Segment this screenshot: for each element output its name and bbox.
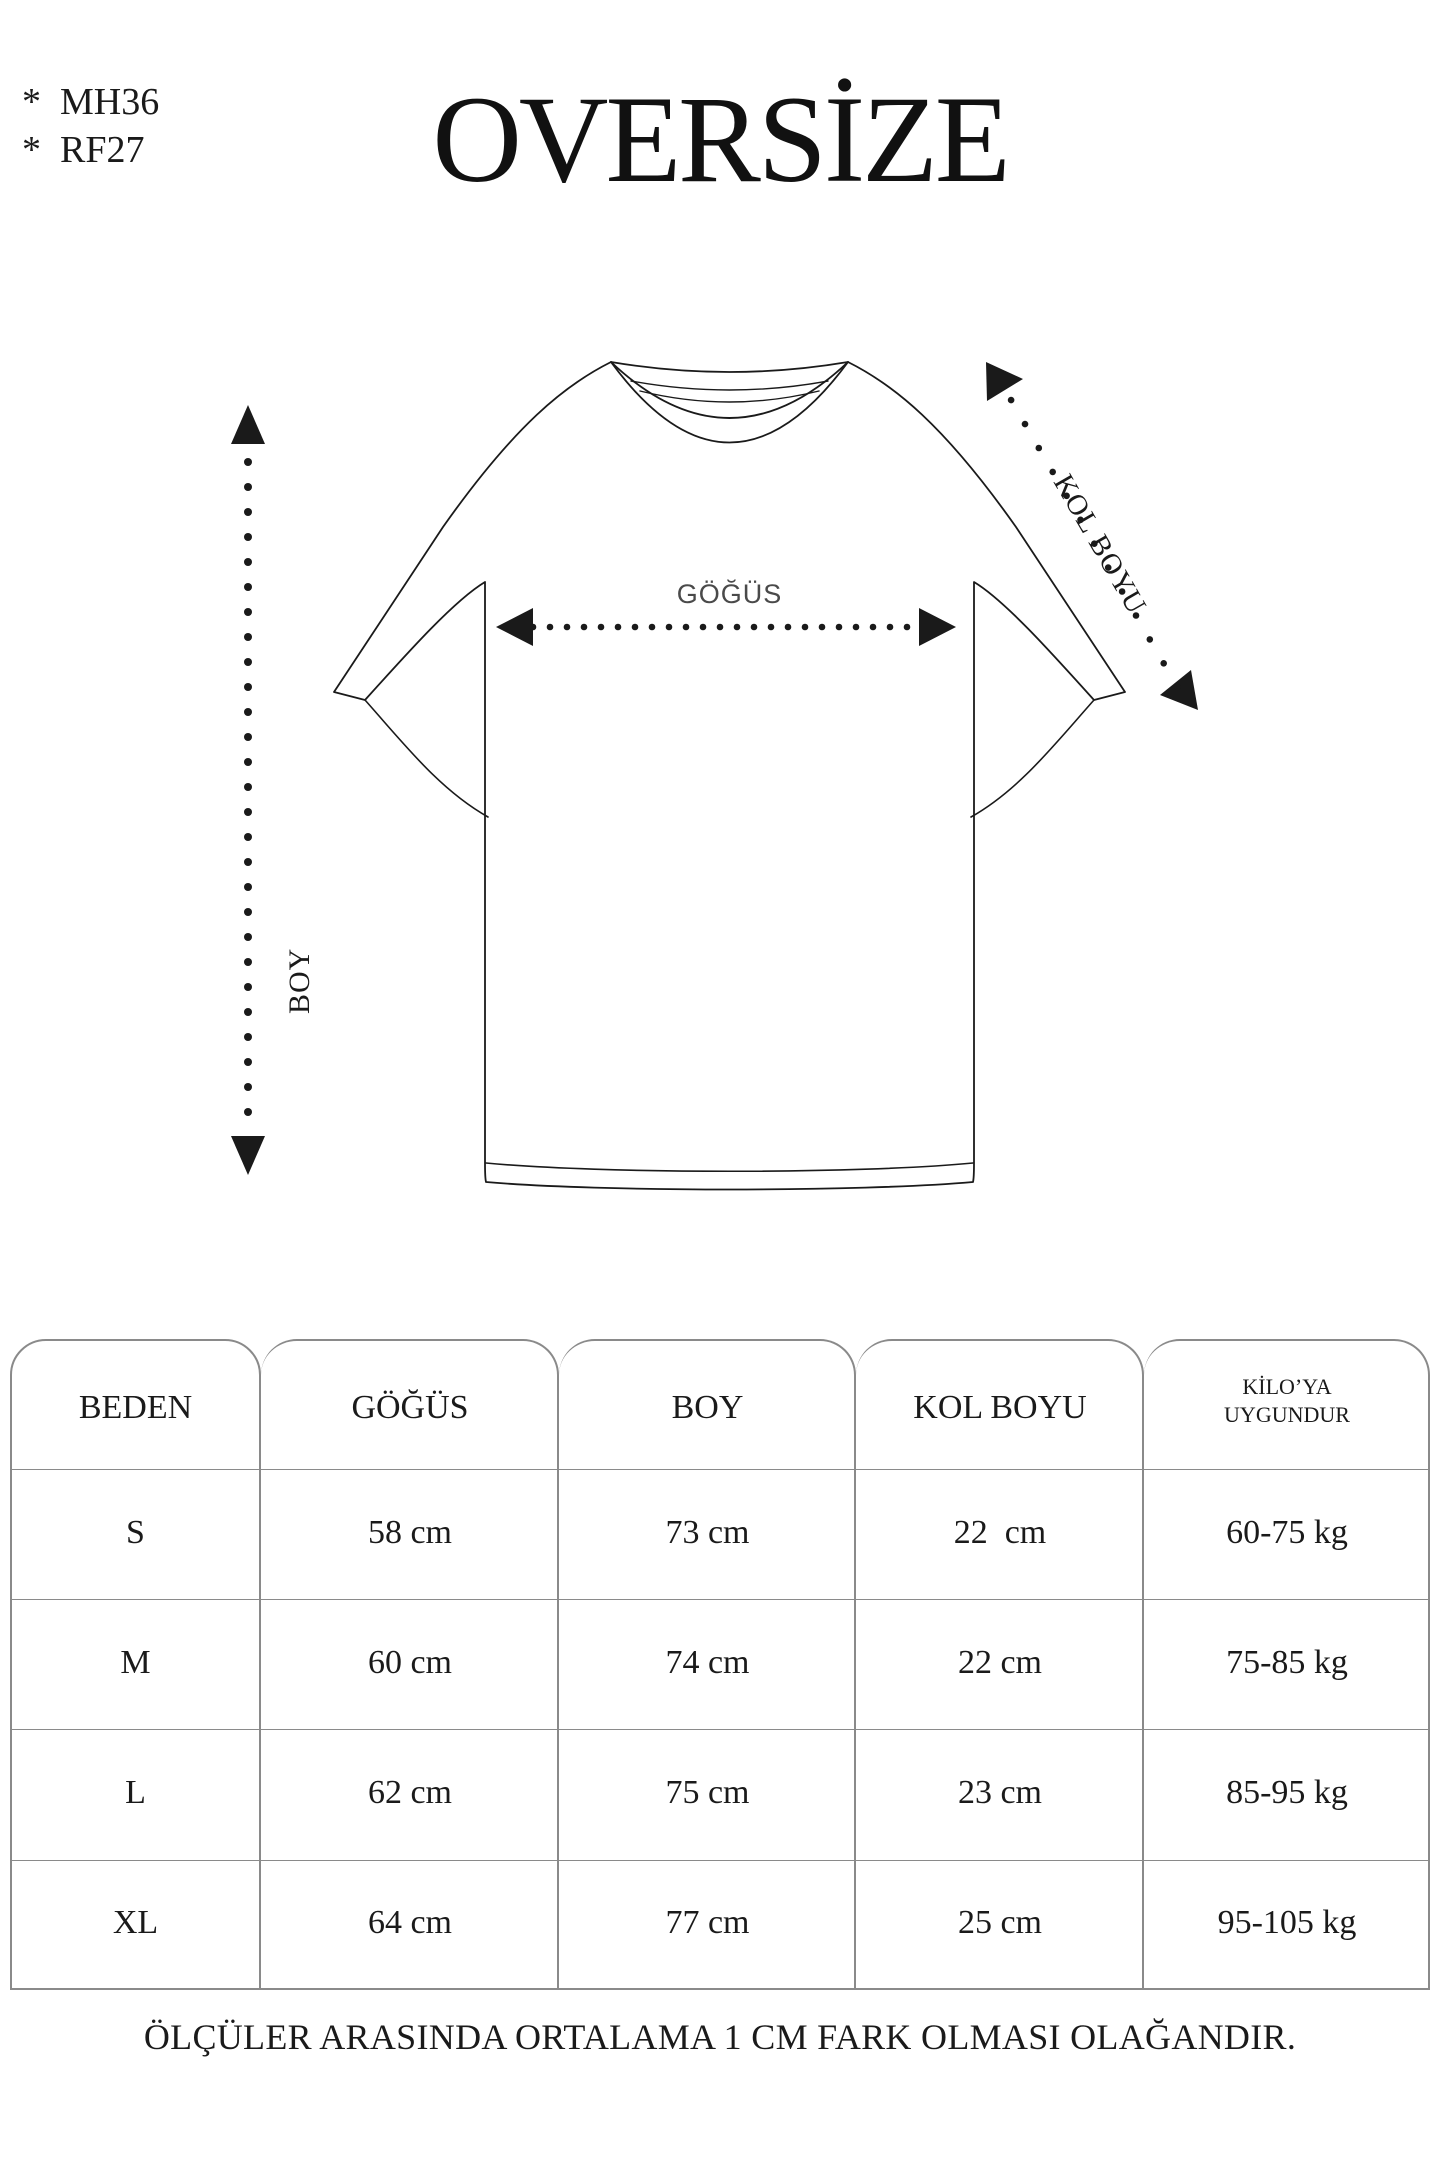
- svg-text:GÖĞÜS: GÖĞÜS: [677, 578, 783, 609]
- svg-text:BOY: BOY: [283, 948, 316, 1014]
